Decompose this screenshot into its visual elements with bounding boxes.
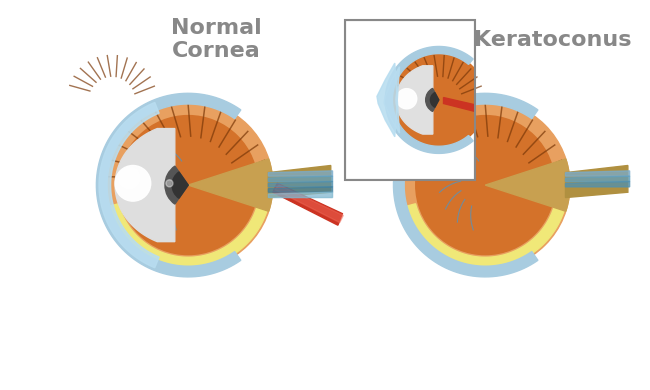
Polygon shape <box>96 93 240 277</box>
Circle shape <box>396 89 417 109</box>
Bar <box>344 20 475 180</box>
Wedge shape <box>99 89 112 112</box>
Circle shape <box>400 100 570 270</box>
Bar <box>344 20 475 180</box>
Text: Keratoconus: Keratoconus <box>474 30 631 50</box>
Wedge shape <box>486 159 570 211</box>
Polygon shape <box>115 129 175 242</box>
Polygon shape <box>412 129 472 242</box>
Circle shape <box>64 52 159 147</box>
Circle shape <box>70 89 90 109</box>
Text: Normal
Cornea: Normal Cornea <box>170 18 261 61</box>
Polygon shape <box>268 176 333 181</box>
Polygon shape <box>566 192 630 198</box>
Wedge shape <box>426 89 439 112</box>
Polygon shape <box>268 192 333 198</box>
Circle shape <box>103 100 273 270</box>
Polygon shape <box>443 98 495 117</box>
Wedge shape <box>188 159 273 211</box>
Circle shape <box>119 115 257 255</box>
Polygon shape <box>393 93 538 277</box>
Circle shape <box>166 180 173 187</box>
Circle shape <box>463 180 470 187</box>
Polygon shape <box>117 98 168 117</box>
Circle shape <box>119 167 140 189</box>
Polygon shape <box>566 181 630 187</box>
Polygon shape <box>69 66 106 134</box>
Polygon shape <box>566 176 630 181</box>
Polygon shape <box>405 198 567 268</box>
Wedge shape <box>469 172 486 198</box>
Wedge shape <box>172 172 188 198</box>
Bar <box>18 20 149 180</box>
Wedge shape <box>103 92 112 107</box>
Polygon shape <box>268 187 333 192</box>
Polygon shape <box>268 165 331 198</box>
Polygon shape <box>99 103 159 268</box>
Wedge shape <box>165 166 188 204</box>
Polygon shape <box>108 198 270 268</box>
Wedge shape <box>462 166 486 204</box>
Circle shape <box>391 52 486 147</box>
Polygon shape <box>570 183 640 225</box>
Bar <box>18 20 149 180</box>
Wedge shape <box>430 92 439 107</box>
Polygon shape <box>268 181 333 187</box>
Polygon shape <box>572 185 640 223</box>
Polygon shape <box>273 183 343 225</box>
Polygon shape <box>396 66 433 134</box>
Polygon shape <box>566 187 630 192</box>
Polygon shape <box>268 171 333 176</box>
Polygon shape <box>376 119 416 251</box>
Polygon shape <box>274 185 343 223</box>
Polygon shape <box>385 46 473 153</box>
Polygon shape <box>58 46 146 153</box>
Polygon shape <box>377 63 400 137</box>
Polygon shape <box>566 171 630 176</box>
Circle shape <box>416 167 437 189</box>
Circle shape <box>416 115 555 255</box>
Circle shape <box>115 165 151 201</box>
Circle shape <box>412 165 448 201</box>
Polygon shape <box>60 51 98 149</box>
Polygon shape <box>566 165 628 198</box>
